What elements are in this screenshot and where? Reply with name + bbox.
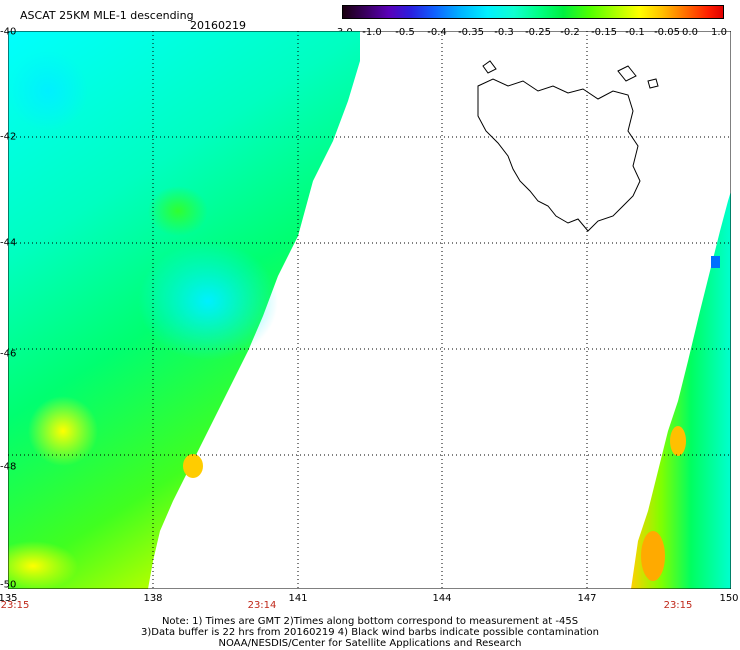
colorbar-label-4: -0.35 [458, 27, 484, 38]
tasmania-coastline [477, 78, 641, 232]
colorbar-label-7: -0.2 [560, 27, 580, 38]
colorbar-label-2: -0.5 [395, 27, 415, 38]
lon-label-141: 141 [288, 593, 308, 604]
colorbar-label-9: -0.1 [625, 27, 645, 38]
colorbar-label-12: 1.0 [711, 27, 727, 38]
lat-label-46: -46 [0, 348, 17, 360]
time-label-west: 23:15 [0, 600, 30, 611]
map-plot [8, 31, 731, 589]
colorbar-label-10: -0.05 [654, 27, 680, 38]
color-scale-bar [342, 5, 724, 19]
colorbar-label-6: -0.25 [525, 27, 551, 38]
lat-label-44: -44 [0, 237, 17, 249]
note-line-3: NOAA/NESDIS/Center for Satellite Applica… [218, 638, 522, 649]
lon-label-135: 135 [0, 593, 18, 604]
map-date: 20160219 [190, 19, 246, 32]
lat-label-48: -48 [0, 461, 17, 473]
lon-label-138: 138 [143, 593, 163, 604]
colorbar-label-11: 0.0 [682, 27, 698, 38]
colorbar-label-8: -0.15 [591, 27, 617, 38]
map-title: ASCAT 25KM MLE-1 descending [20, 9, 194, 22]
note-line-2: 3)Data buffer is 22 hrs from 20160219 4)… [141, 627, 599, 638]
tasmania-islands [482, 60, 659, 89]
lat-label-50: -50 [0, 579, 17, 591]
note-line-1: Note: 1) Times are GMT 2)Times along bot… [161, 616, 579, 627]
lat-label-40: -40 [0, 26, 17, 38]
west-swath-data [8, 31, 360, 589]
graticule [8, 31, 731, 589]
time-label-center: 23:14 [247, 600, 277, 611]
lat-label-42: -42 [0, 131, 17, 143]
east-swath-data [631, 191, 731, 589]
time-label-east: 23:15 [663, 600, 693, 611]
lon-label-147: 147 [577, 593, 597, 604]
colorbar-label-5: -0.3 [494, 27, 514, 38]
lon-label-150: 150 [719, 593, 739, 604]
colorbar-label-1: -1.0 [362, 27, 382, 38]
lon-label-144: 144 [432, 593, 452, 604]
colorbar-label-3: -0.4 [427, 27, 447, 38]
